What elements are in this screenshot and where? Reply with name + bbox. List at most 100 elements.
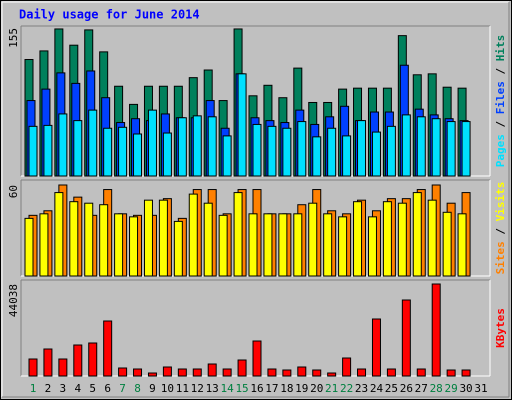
legend: KBytes [494,308,507,348]
bar [431,118,441,177]
x-tick-label: 17 [265,382,278,395]
bar [43,124,53,177]
bar [188,193,198,277]
x-tick-label: 22 [340,382,353,395]
bar [162,132,172,177]
bar [416,116,426,177]
bar [367,216,377,277]
bar [427,199,437,277]
bar [114,213,124,277]
bar [143,199,153,277]
bar [342,135,352,177]
bar [446,369,456,377]
legend-entry: KBytes [494,308,507,348]
bar [99,204,109,277]
x-tick-label: 13 [206,382,219,395]
y-tick-label: 155 [7,28,20,48]
bar [103,127,113,177]
bar [267,125,277,177]
bar [386,368,396,377]
bar [39,213,49,277]
legend-separator: / [494,61,507,81]
bar [416,368,426,377]
x-tick-label: 6 [104,382,111,395]
x-tick-label: 27 [415,382,428,395]
x-tick-label: 28 [430,382,443,395]
bar [338,216,348,277]
x-tick-label: 24 [370,382,384,395]
bar [133,133,143,177]
bar [88,342,98,377]
bar [129,216,139,277]
bar [252,123,262,177]
x-tick-label: 8 [134,382,141,395]
bar [237,359,247,377]
x-tick-label: 31 [474,382,487,395]
bar [312,136,322,177]
bar [192,368,202,377]
x-tick-label: 16 [250,382,263,395]
bar [28,125,38,177]
legend: Pages / Files / Hits [494,35,507,168]
bar [24,217,34,277]
bar [353,201,363,277]
bar [88,109,98,177]
bar [203,202,213,277]
bar [401,299,411,377]
bar [133,368,143,377]
legend-entry: Files [494,81,507,114]
bar [282,127,292,177]
bar [327,127,337,177]
bar [177,368,187,377]
y-tick-label: 44038 [7,284,20,317]
bar [461,369,471,377]
x-tick-label: 15 [235,382,248,395]
bar [297,366,307,377]
bar [222,135,232,177]
bar [323,213,333,277]
bar [357,368,367,377]
x-tick-label: 7 [119,382,126,395]
bar [442,211,452,277]
x-tick-label: 20 [310,382,323,395]
x-tick-label: 2 [45,382,52,395]
bar [267,368,277,377]
bar [263,213,273,277]
x-tick-label: 18 [280,382,293,395]
bar [461,121,471,177]
bar [312,369,322,377]
legend-entry: Visits [494,182,507,222]
x-tick-label: 23 [355,382,368,395]
bar [382,201,392,277]
legend: Sites / Visits [494,182,507,275]
bar [293,213,303,277]
bar [252,340,262,377]
bar [207,116,217,177]
bar [412,192,422,277]
x-tick-label: 4 [74,382,81,395]
bar [58,358,68,377]
x-tick-label: 5 [89,382,96,395]
chart-title: Daily usage for June 2014 [19,8,200,22]
bar [73,344,83,377]
x-tick-label: 21 [325,382,338,395]
x-tick-label: 19 [295,382,308,395]
bar [118,126,128,177]
legend-entry: Hits [494,35,507,62]
x-tick-label: 10 [161,382,174,395]
bar [162,366,172,377]
bar [69,201,79,277]
bar [457,213,467,277]
bar [371,318,381,377]
bar [177,117,187,177]
bar [386,125,396,177]
bar [43,348,53,377]
bar [58,113,68,177]
bar [357,120,367,177]
x-tick-label: 14 [221,382,235,395]
x-tick-label: 25 [385,382,398,395]
bar [327,372,337,377]
bar [147,372,157,377]
y-tick-label: 60 [7,185,20,198]
